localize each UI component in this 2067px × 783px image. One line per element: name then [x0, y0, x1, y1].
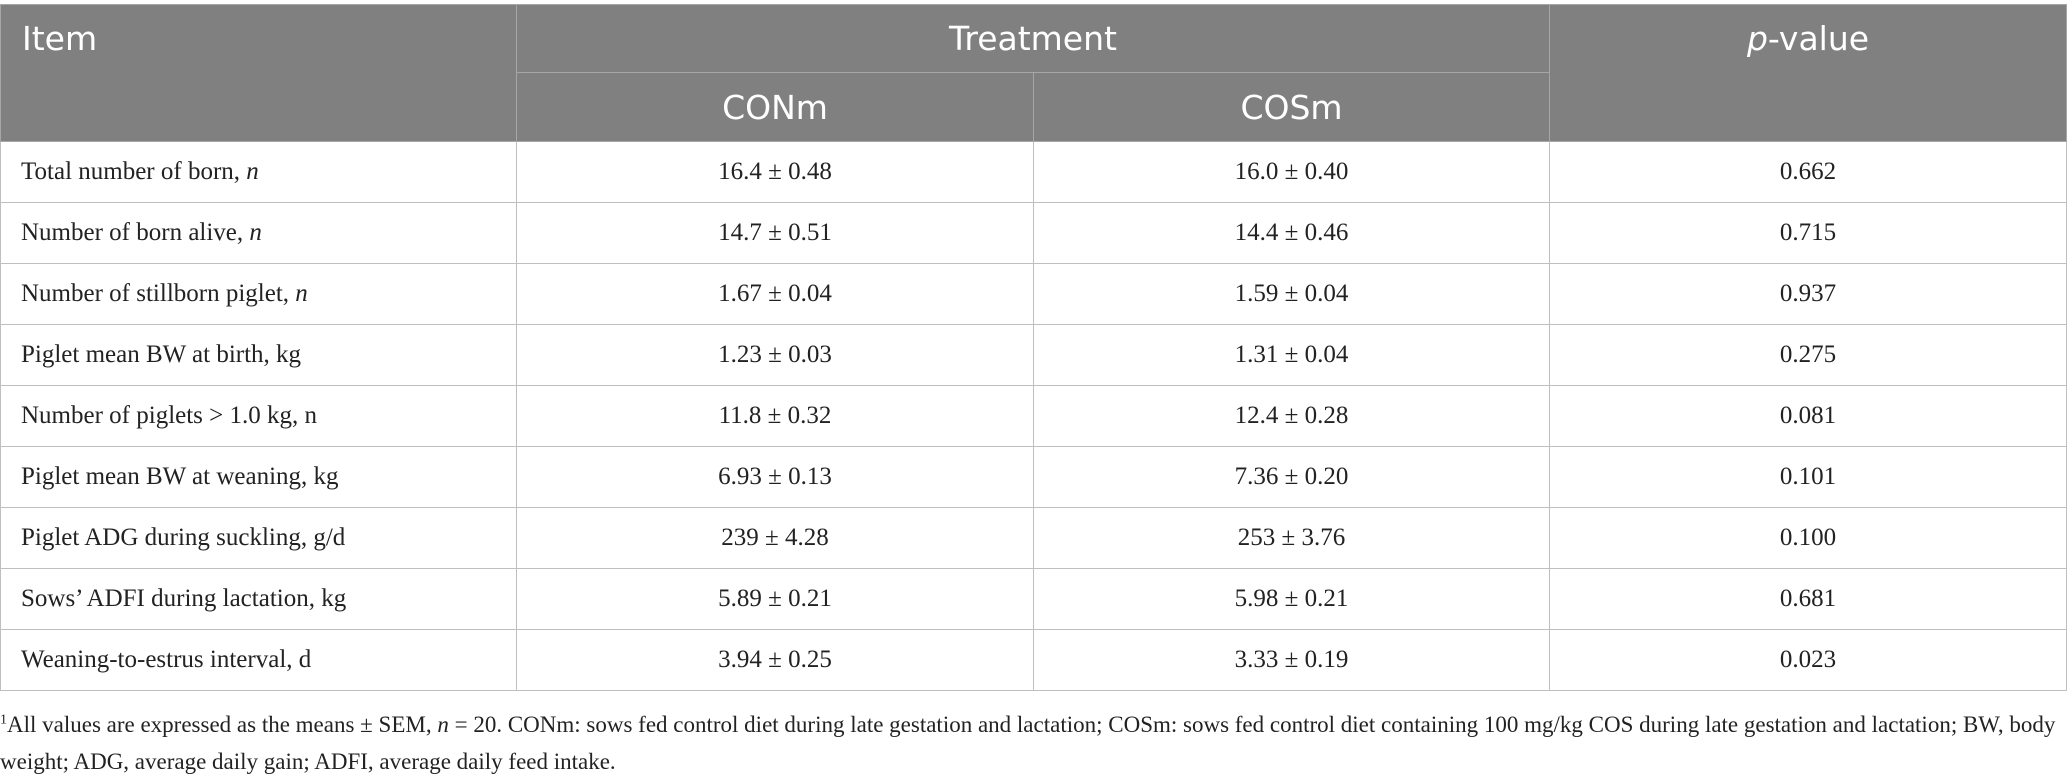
table-row: Total number of born, n 16.4 ± 0.48 16.0… — [0, 141, 2067, 203]
cosm-value: 3.33 ± 0.19 — [1032, 629, 1551, 691]
item-column-header: Item — [0, 4, 517, 142]
conm-value: 239 ± 4.28 — [516, 507, 1034, 569]
conm-value: 14.7 ± 0.51 — [516, 202, 1034, 264]
table-row: Sows’ ADFI during lactation, kg 5.89 ± 0… — [0, 568, 2067, 630]
p-value: 0.101 — [1549, 446, 2067, 508]
cosm-value: 1.31 ± 0.04 — [1032, 324, 1551, 386]
cosm-value: 14.4 ± 0.46 — [1032, 202, 1551, 264]
row-label: Piglet ADG during suckling, g/d — [0, 507, 517, 569]
row-label-text: Total number of born, — [21, 158, 247, 185]
conm-value: 3.94 ± 0.25 — [516, 629, 1034, 691]
row-label: Weaning-to-estrus interval, d — [0, 629, 517, 691]
row-label-italic: n — [249, 219, 262, 246]
footnote-text-b: = 20. CONm: sows fed control diet during… — [0, 712, 2056, 774]
results-table: Item Treatment p-value CONm COSm Total n… — [0, 4, 2067, 691]
conm-value: 11.8 ± 0.32 — [516, 385, 1034, 447]
row-label: Total number of born, n — [0, 141, 517, 203]
row-label-text: Sows’ ADFI during lactation, kg — [21, 585, 347, 612]
table-body: Total number of born, n 16.4 ± 0.48 16.0… — [0, 141, 2067, 691]
footnote-text-a: All values are expressed as the means ± … — [7, 712, 438, 737]
conm-value: 16.4 ± 0.48 — [516, 141, 1034, 203]
table-row: Number of born alive, n 14.7 ± 0.51 14.4… — [0, 202, 2067, 264]
p-value-suffix: -value — [1767, 19, 1870, 58]
table-row: Piglet mean BW at birth, kg 1.23 ± 0.03 … — [0, 324, 2067, 386]
header-row-sub: CONm COSm — [1, 72, 2067, 142]
cosm-value: 253 ± 3.76 — [1032, 507, 1551, 569]
row-label-text: Number of born alive, — [21, 219, 250, 246]
cosm-value: 7.36 ± 0.20 — [1032, 446, 1551, 508]
p-value-column-header: p-value — [1549, 4, 2067, 142]
conm-value: 5.89 ± 0.21 — [516, 568, 1034, 630]
conm-value: 1.23 ± 0.03 — [516, 324, 1034, 386]
row-label-text: Piglet ADG during suckling, g/d — [21, 524, 346, 551]
cosm-value: 5.98 ± 0.21 — [1032, 568, 1551, 630]
p-value: 0.662 — [1549, 141, 2067, 203]
row-label-text: Number of piglets > 1.0 kg, n — [21, 402, 318, 429]
table-row: Number of piglets > 1.0 kg, n 11.8 ± 0.3… — [0, 385, 2067, 447]
cosm-value: 1.59 ± 0.04 — [1032, 263, 1551, 325]
row-label-italic: n — [246, 158, 259, 185]
row-label-italic: n — [295, 280, 308, 307]
table-row: Piglet mean BW at weaning, kg 6.93 ± 0.1… — [0, 446, 2067, 508]
conm-value: 1.67 ± 0.04 — [516, 263, 1034, 325]
p-value: 0.100 — [1549, 507, 2067, 569]
row-label: Piglet mean BW at weaning, kg — [0, 446, 517, 508]
conm-value: 6.93 ± 0.13 — [516, 446, 1034, 508]
cosm-column-header: COSm — [1032, 72, 1551, 142]
table-header: Item Treatment p-value CONm COSm — [0, 4, 2067, 142]
cosm-value: 16.0 ± 0.40 — [1032, 141, 1551, 203]
table-row: Piglet ADG during suckling, g/d 239 ± 4.… — [0, 507, 2067, 569]
row-label-text: Weaning-to-estrus interval, d — [21, 646, 312, 673]
footnote-marker: 1 — [0, 712, 7, 728]
p-value: 0.023 — [1549, 629, 2067, 691]
footnote-n-italic: n — [437, 712, 449, 737]
row-label-text: Piglet mean BW at birth, kg — [21, 341, 302, 368]
row-label: Piglet mean BW at birth, kg — [0, 324, 517, 386]
row-label-text: Piglet mean BW at weaning, kg — [21, 463, 339, 490]
treatment-column-header: Treatment — [515, 4, 1551, 73]
cosm-value: 12.4 ± 0.28 — [1032, 385, 1551, 447]
p-value: 0.715 — [1549, 202, 2067, 264]
table-row: Number of stillborn piglet, n 1.67 ± 0.0… — [0, 263, 2067, 325]
table-footnote: 1All values are expressed as the means ±… — [0, 706, 2060, 780]
row-label: Number of piglets > 1.0 kg, n — [0, 385, 517, 447]
p-value: 0.275 — [1549, 324, 2067, 386]
p-value: 0.081 — [1549, 385, 2067, 447]
row-label: Sows’ ADFI during lactation, kg — [0, 568, 517, 630]
row-label: Number of born alive, n — [0, 202, 517, 264]
p-italic: p — [1746, 19, 1768, 58]
conm-column-header: CONm — [516, 72, 1034, 142]
row-label: Number of stillborn piglet, n — [0, 263, 517, 325]
table-row: Weaning-to-estrus interval, d 3.94 ± 0.2… — [0, 629, 2067, 691]
p-value: 0.937 — [1549, 263, 2067, 325]
header-row-top: Item Treatment p-value — [0, 4, 2067, 142]
row-label-text: Number of stillborn piglet, — [21, 280, 296, 307]
p-value: 0.681 — [1549, 568, 2067, 630]
